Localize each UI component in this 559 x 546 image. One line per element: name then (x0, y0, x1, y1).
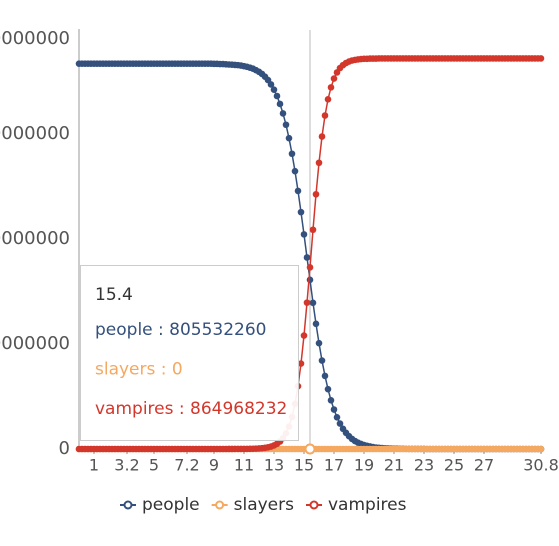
data-point (318, 357, 326, 364)
data-point (300, 231, 308, 238)
x-tick-label: 7.2 (174, 456, 199, 475)
x-tick-label: 17 (324, 456, 344, 475)
y-tick-label: 0 (59, 438, 70, 459)
data-point (279, 110, 287, 117)
legend-item[interactable]: people (120, 495, 200, 515)
y-tick-label: 1500000000 (0, 123, 70, 144)
x-tick-label: 27 (474, 456, 494, 475)
legend-icon-dot (309, 500, 319, 510)
tooltip-line: slayers : 0 (95, 360, 183, 380)
data-point (303, 299, 311, 306)
x-tick-label: 9 (209, 456, 219, 475)
data-point (315, 339, 323, 347)
data-point (273, 92, 281, 100)
x-tick-label: 23 (414, 456, 434, 475)
tooltip-line: vampires : 864968232 (95, 399, 287, 419)
data-point (309, 226, 317, 234)
legend-item[interactable]: vampires (306, 495, 407, 515)
x-tick-label: 21 (384, 456, 404, 475)
data-point (327, 396, 335, 404)
data-point (294, 187, 302, 195)
data-point (537, 55, 545, 62)
data-point (324, 385, 332, 393)
data-point (327, 84, 335, 91)
x-tick-label: 25 (444, 456, 464, 475)
data-point (267, 81, 275, 88)
legend-icon-dot (123, 500, 133, 510)
tooltip-line: people : 805532260 (95, 320, 267, 340)
data-point (300, 332, 308, 339)
x-tick-label: 3.2 (114, 456, 139, 475)
data-point (330, 75, 338, 82)
legend-icon-dot (215, 500, 225, 510)
data-point (297, 208, 305, 216)
legend-label: vampires (328, 495, 407, 515)
legend-label: people (142, 495, 200, 515)
data-point (333, 413, 341, 421)
data-point (291, 167, 299, 175)
x-tick-label: 15 (294, 456, 314, 475)
y-tick-label: 500000000 (0, 333, 70, 354)
highlight-point (304, 443, 316, 455)
data-point (315, 159, 323, 167)
data-point (537, 445, 545, 453)
y-tick-label: 2000000000 (0, 28, 70, 49)
data-point (321, 372, 329, 380)
x-tick-label: 11 (234, 456, 254, 475)
tooltip-box (80, 265, 299, 441)
x-tick-label: 1 (89, 456, 99, 475)
data-point (297, 360, 305, 367)
data-point (324, 96, 332, 103)
legend-item[interactable]: slayers (211, 495, 295, 515)
data-point (309, 299, 317, 307)
data-point (282, 121, 290, 129)
data-point (288, 150, 296, 158)
data-point (318, 133, 326, 140)
data-point (312, 320, 320, 328)
x-tick-label: 13 (264, 456, 284, 475)
data-point (306, 264, 314, 271)
data-point (270, 86, 278, 93)
x-tick-label: 5 (149, 456, 159, 475)
x-tick-label: 19 (354, 456, 374, 475)
legend-label: slayers (234, 495, 295, 515)
data-point (336, 420, 344, 427)
data-point (312, 190, 320, 198)
data-point (306, 276, 314, 284)
data-point (321, 112, 329, 119)
data-point (285, 134, 293, 142)
tooltip-title: 15.4 (95, 285, 133, 305)
x-tick-label: 30.8 (523, 456, 559, 475)
data-point (330, 406, 338, 413)
data-point (303, 254, 311, 261)
data-point (276, 100, 284, 108)
tooltip: 15.4 people : 805532260 slayers : 0 vampire… (80, 265, 299, 441)
y-tick-label: 1000000000 (0, 228, 70, 249)
